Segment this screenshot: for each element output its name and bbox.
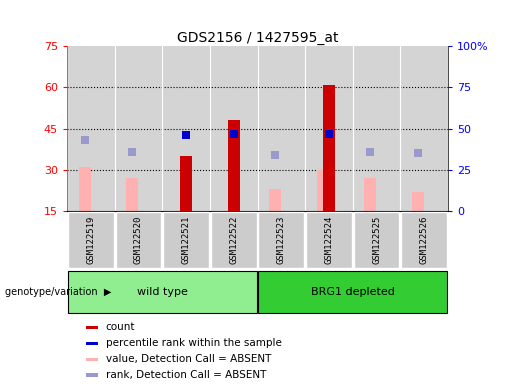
Bar: [365, 178, 376, 211]
FancyBboxPatch shape: [306, 212, 352, 268]
FancyBboxPatch shape: [68, 212, 114, 268]
Bar: [317, 170, 329, 211]
Text: GSM122521: GSM122521: [182, 216, 191, 264]
Text: rank, Detection Call = ABSENT: rank, Detection Call = ABSENT: [106, 370, 266, 380]
FancyBboxPatch shape: [354, 212, 400, 268]
FancyBboxPatch shape: [115, 212, 161, 268]
FancyBboxPatch shape: [259, 212, 304, 268]
Bar: [86, 342, 98, 345]
Bar: [126, 178, 138, 211]
FancyBboxPatch shape: [259, 271, 447, 313]
Text: count: count: [106, 322, 135, 332]
Text: GSM122522: GSM122522: [229, 216, 238, 264]
Text: genotype/variation  ▶: genotype/variation ▶: [5, 287, 112, 297]
Bar: [323, 84, 335, 211]
Text: GSM122525: GSM122525: [372, 216, 381, 264]
Bar: [412, 192, 424, 211]
Text: GSM122526: GSM122526: [420, 216, 428, 264]
Bar: [79, 167, 91, 211]
Text: BRG1 depleted: BRG1 depleted: [311, 287, 394, 297]
Text: GSM122520: GSM122520: [134, 216, 143, 264]
Text: percentile rank within the sample: percentile rank within the sample: [106, 338, 282, 348]
Text: GSM122519: GSM122519: [87, 216, 95, 264]
FancyBboxPatch shape: [401, 212, 447, 268]
Text: GSM122523: GSM122523: [277, 216, 286, 264]
Bar: [86, 358, 98, 361]
Title: GDS2156 / 1427595_at: GDS2156 / 1427595_at: [177, 31, 338, 45]
Bar: [180, 156, 192, 211]
Bar: [228, 121, 239, 211]
Bar: [269, 189, 281, 211]
Text: GSM122524: GSM122524: [324, 216, 333, 264]
Text: value, Detection Call = ABSENT: value, Detection Call = ABSENT: [106, 354, 271, 364]
Text: wild type: wild type: [137, 287, 187, 297]
Bar: [86, 326, 98, 329]
FancyBboxPatch shape: [211, 212, 256, 268]
FancyBboxPatch shape: [68, 271, 256, 313]
Bar: [86, 374, 98, 377]
FancyBboxPatch shape: [163, 212, 209, 268]
